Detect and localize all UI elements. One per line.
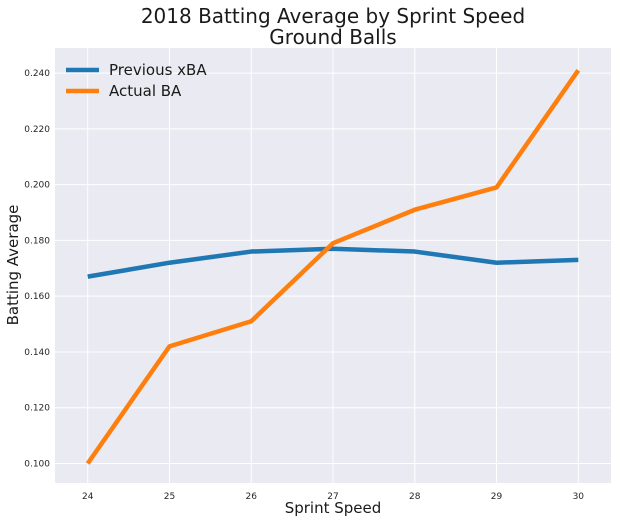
x-tick-labels: 24 25 26 27 28 29 30 — [82, 492, 584, 502]
y-tick-label: 0.180 — [24, 236, 50, 246]
x-tick-label: 29 — [491, 492, 503, 502]
y-tick-label: 0.140 — [24, 348, 50, 358]
x-tick-label: 28 — [409, 492, 421, 502]
y-tick-label: 0.220 — [24, 125, 50, 135]
y-tick-label: 0.240 — [24, 69, 50, 79]
legend-label: Previous xBA — [109, 61, 207, 79]
x-axis-label: Sprint Speed — [285, 499, 382, 517]
series-line-previous-xba — [87, 246, 579, 279]
x-tick-label: 24 — [82, 492, 94, 502]
x-tick-label: 26 — [246, 492, 258, 502]
chart-title-line-1: 2018 Batting Average by Sprint Speed — [141, 4, 525, 28]
grid-lines — [55, 48, 611, 483]
y-tick-label: 0.160 — [24, 292, 50, 302]
y-tick-label: 0.100 — [24, 459, 50, 469]
x-tick-label: 25 — [164, 492, 175, 502]
y-tick-label: 0.120 — [24, 404, 50, 414]
legend-label: Actual BA — [109, 82, 182, 100]
y-tick-label: 0.200 — [24, 181, 50, 191]
series-lines — [85, 69, 581, 465]
chart-title-line-2: Ground Balls — [269, 25, 396, 49]
legend: Previous xBA Actual BA — [66, 61, 207, 100]
x-tick-label: 27 — [327, 492, 338, 502]
x-tick-label: 30 — [573, 492, 585, 502]
y-axis-label: Batting Average — [4, 205, 22, 326]
y-tick-labels: 0.100 0.120 0.140 0.160 0.180 0.200 0.220 0.240 — [24, 69, 50, 469]
series-line-actual-ba — [85, 69, 581, 465]
